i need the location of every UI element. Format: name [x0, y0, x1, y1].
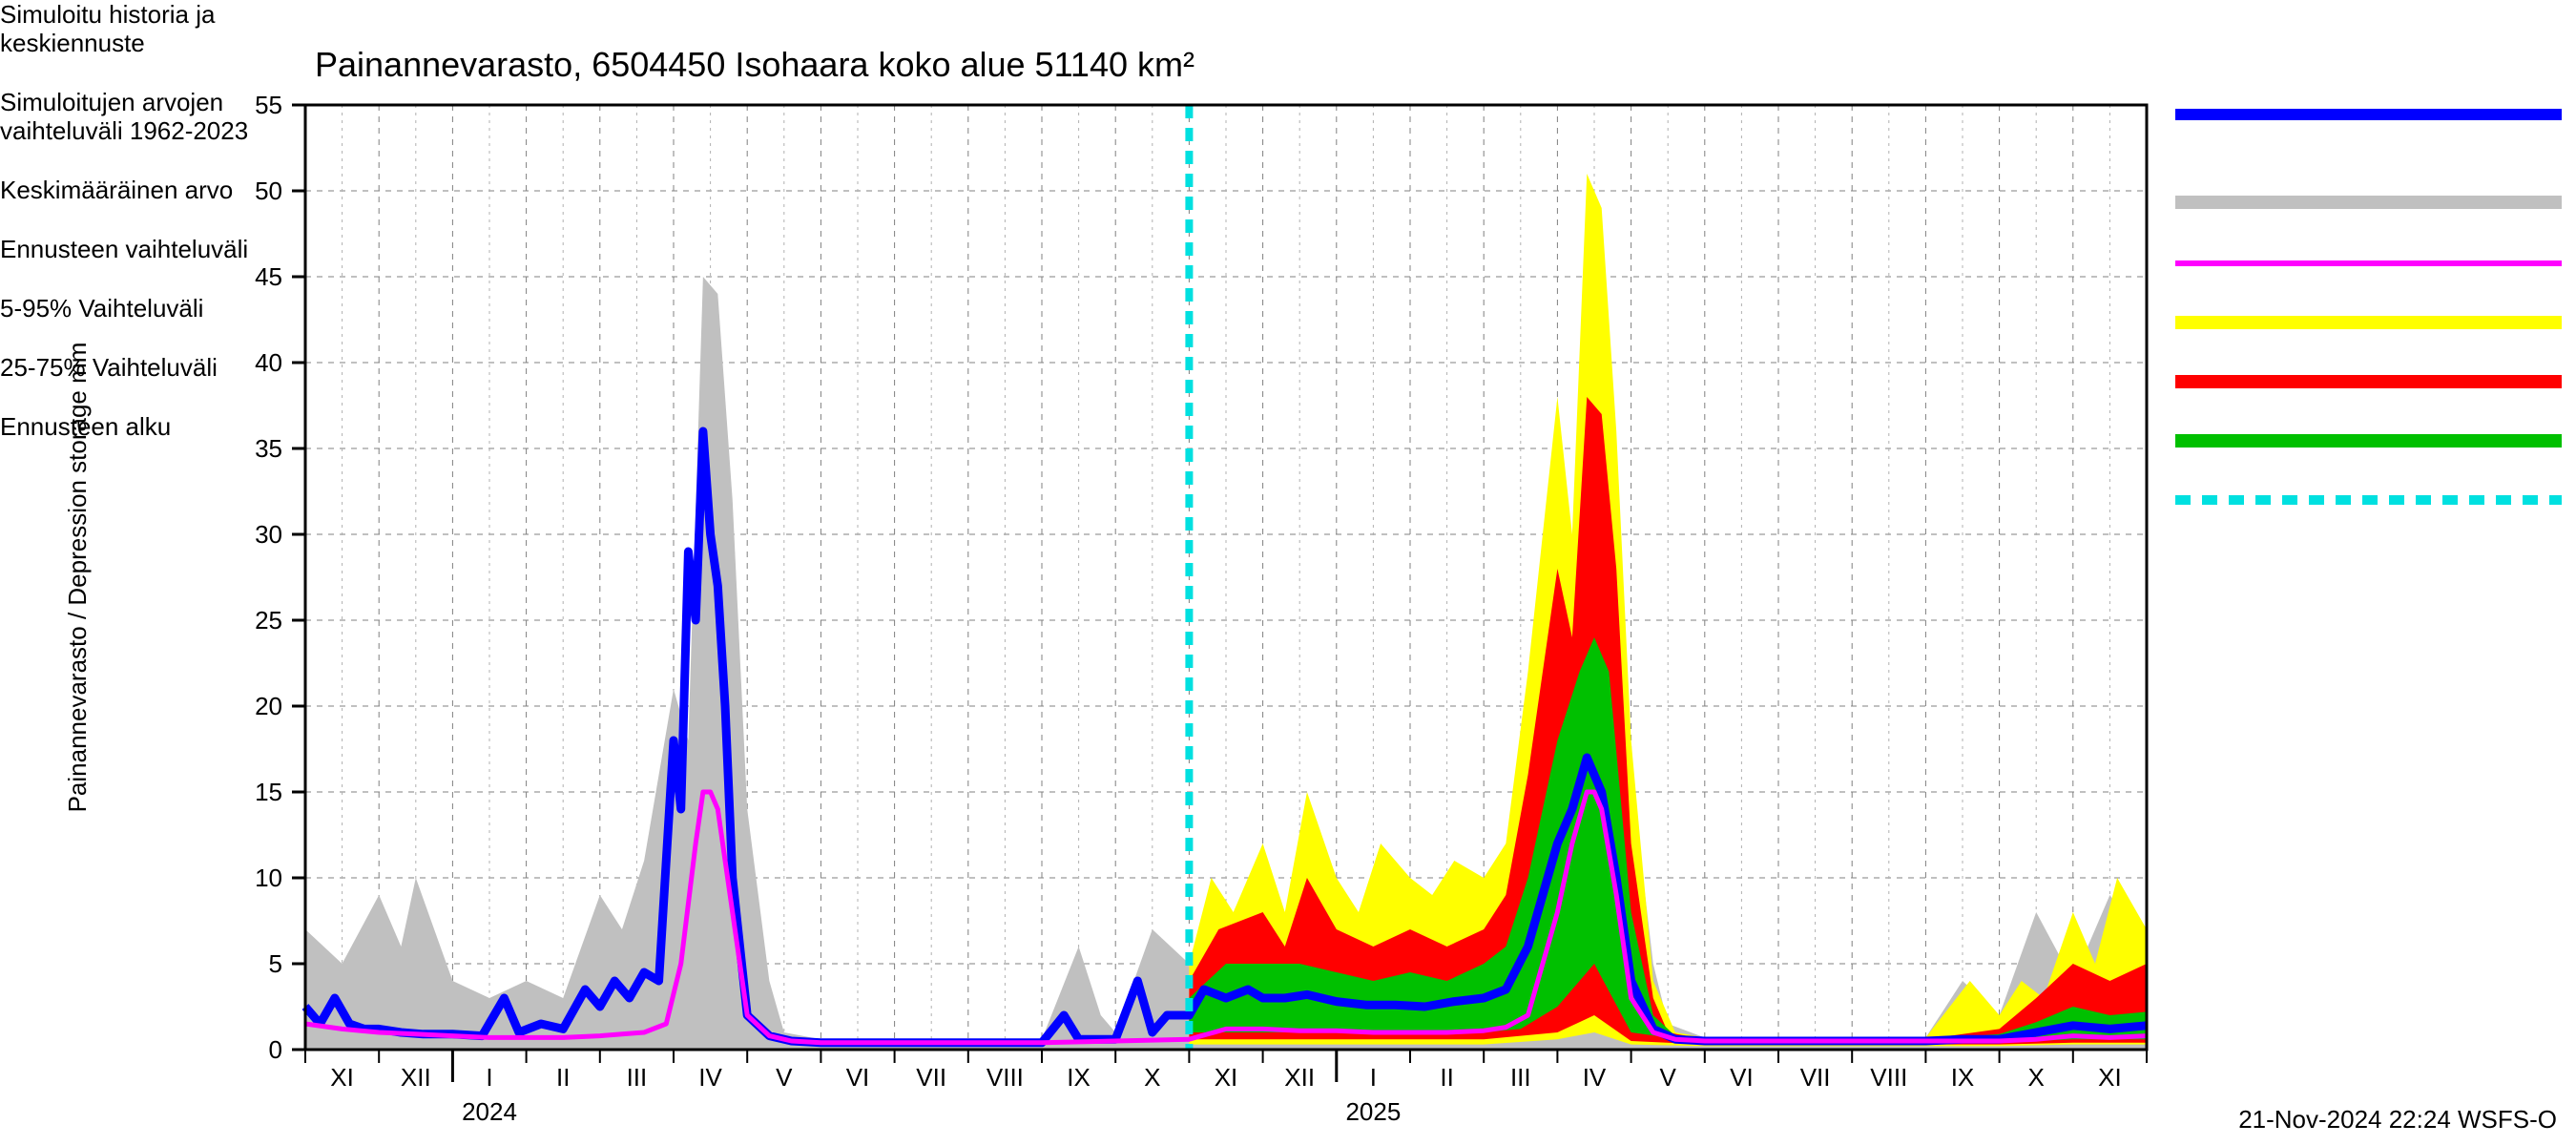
legend-label: Keskimääräinen arvo — [0, 176, 233, 204]
x-month-label: XII — [401, 1063, 431, 1092]
y-tick-label: 5 — [269, 949, 282, 978]
x-month-label: IX — [1067, 1063, 1091, 1092]
y-tick-label: 10 — [255, 864, 282, 892]
x-year-label: 2025 — [1345, 1097, 1401, 1126]
legend-label: vaihteluväli 1962-2023 — [0, 116, 248, 145]
x-month-label: VIII — [1870, 1063, 1907, 1092]
legend-swatch — [2175, 316, 2562, 329]
y-tick-label: 45 — [255, 262, 282, 291]
x-month-label: X — [1144, 1063, 1160, 1092]
x-month-label: VIII — [987, 1063, 1024, 1092]
legend-label: Ennusteen vaihteluväli — [0, 235, 248, 263]
x-month-label: X — [2028, 1063, 2045, 1092]
y-tick-label: 20 — [255, 692, 282, 720]
legend-swatch — [2175, 434, 2562, 448]
timestamp: 21-Nov-2024 22:24 WSFS-O — [2238, 1105, 2557, 1134]
legend-swatch — [2175, 196, 2562, 209]
x-month-label: VII — [916, 1063, 946, 1092]
x-month-label: XII — [1284, 1063, 1315, 1092]
y-tick-label: 0 — [269, 1035, 282, 1064]
chart: 0510152025303540455055Painannevarasto / … — [0, 0, 2576, 1145]
y-tick-label: 50 — [255, 177, 282, 205]
y-tick-label: 35 — [255, 434, 282, 463]
y-tick-label: 55 — [255, 91, 282, 119]
x-month-label: III — [1510, 1063, 1531, 1092]
x-month-label: I — [486, 1063, 492, 1092]
chart-title: Painannevarasto, 6504450 Isohaara koko a… — [315, 45, 1195, 84]
x-month-label: III — [627, 1063, 648, 1092]
legend-label: Simuloitu historia ja — [0, 0, 216, 29]
y-tick-label: 25 — [255, 606, 282, 635]
x-year-label: 2024 — [462, 1097, 517, 1126]
x-month-label: I — [1370, 1063, 1377, 1092]
x-month-label: IV — [698, 1063, 722, 1092]
legend-label: 5-95% Vaihteluväli — [0, 294, 203, 323]
x-month-label: V — [776, 1063, 793, 1092]
x-month-label: XI — [330, 1063, 354, 1092]
x-month-label: IV — [1583, 1063, 1607, 1092]
x-month-label: XI — [2098, 1063, 2122, 1092]
x-month-label: IX — [1951, 1063, 1975, 1092]
y-tick-label: 40 — [255, 348, 282, 377]
x-month-label: II — [556, 1063, 570, 1092]
x-month-label: V — [1660, 1063, 1677, 1092]
legend-label: keskiennuste — [0, 29, 145, 57]
x-month-label: II — [1440, 1063, 1453, 1092]
legend-label: 25-75% Vaihteluväli — [0, 353, 218, 382]
y-tick-label: 30 — [255, 520, 282, 549]
x-month-label: VII — [1800, 1063, 1831, 1092]
x-month-label: XI — [1215, 1063, 1238, 1092]
legend-swatch — [2175, 375, 2562, 388]
legend-label: Simuloitujen arvojen — [0, 88, 223, 116]
x-month-label: VI — [846, 1063, 870, 1092]
y-tick-label: 15 — [255, 778, 282, 806]
legend-label: Ennusteen alku — [0, 412, 171, 441]
x-month-label: VI — [1730, 1063, 1754, 1092]
